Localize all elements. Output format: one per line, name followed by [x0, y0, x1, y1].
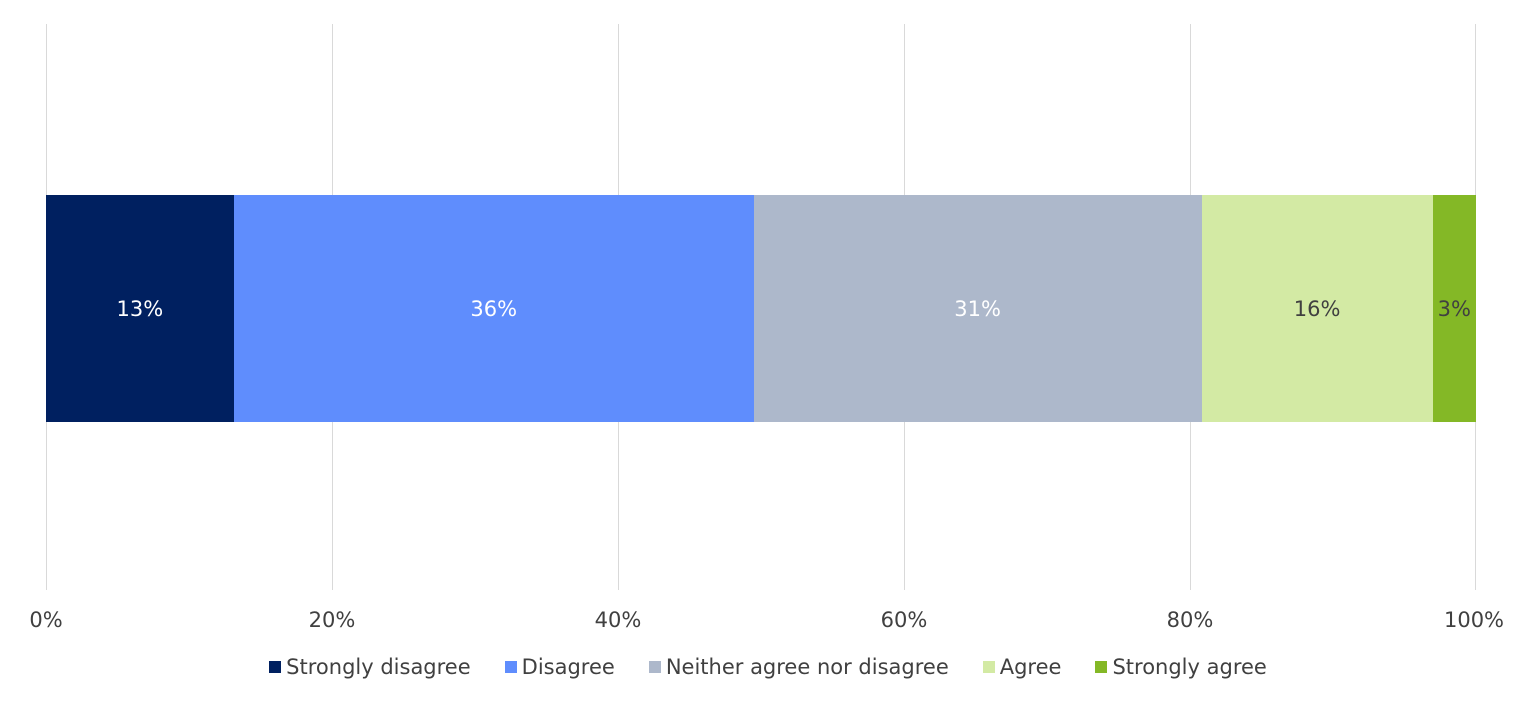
- x-tick-label: 100%: [1443, 608, 1505, 632]
- legend-swatch-icon: [648, 661, 661, 673]
- legend-item-strongly-disagree[interactable]: Strongly disagree: [269, 655, 471, 679]
- stacked-bar: 13% 36% 31% 16% 3%: [46, 195, 1476, 422]
- x-tick-label: 80%: [1166, 608, 1214, 632]
- legend: Strongly disagree Disagree Neither agree…: [0, 655, 1536, 679]
- legend-label: Neither agree nor disagree: [665, 655, 949, 679]
- x-tick-label: 20%: [308, 608, 356, 632]
- x-tick-label: 60%: [880, 608, 928, 632]
- data-label: 13%: [116, 296, 164, 321]
- data-label: 36%: [470, 296, 518, 321]
- bar-segment-neither[interactable]: 31%: [753, 195, 1202, 422]
- legend-swatch-icon: [504, 661, 517, 673]
- x-tick-label: 0%: [29, 608, 63, 632]
- x-tick-label: 40%: [594, 608, 642, 632]
- bar-segment-agree[interactable]: 16%: [1201, 195, 1433, 422]
- legend-label: Disagree: [521, 655, 615, 679]
- bar-segment-strongly-disagree[interactable]: 13%: [46, 195, 234, 422]
- legend-item-disagree[interactable]: Disagree: [504, 655, 615, 679]
- legend-label: Strongly disagree: [286, 655, 471, 679]
- data-label: 3%: [1437, 296, 1471, 321]
- legend-swatch-icon: [982, 661, 995, 673]
- legend-label: Strongly agree: [1112, 655, 1267, 679]
- legend-item-neither[interactable]: Neither agree nor disagree: [648, 655, 949, 679]
- data-label: 16%: [1293, 296, 1341, 321]
- legend-swatch-icon: [1095, 661, 1108, 673]
- legend-item-agree[interactable]: Agree: [982, 655, 1062, 679]
- legend-item-strongly-agree[interactable]: Strongly agree: [1095, 655, 1267, 679]
- legend-swatch-icon: [269, 661, 282, 673]
- data-label: 31%: [954, 296, 1001, 321]
- bar-segment-disagree[interactable]: 36%: [233, 195, 754, 422]
- bar-segment-strongly-agree[interactable]: 3%: [1432, 195, 1476, 422]
- legend-label: Agree: [999, 655, 1062, 679]
- plot-area: 13% 36% 31% 16% 3%: [46, 24, 1476, 590]
